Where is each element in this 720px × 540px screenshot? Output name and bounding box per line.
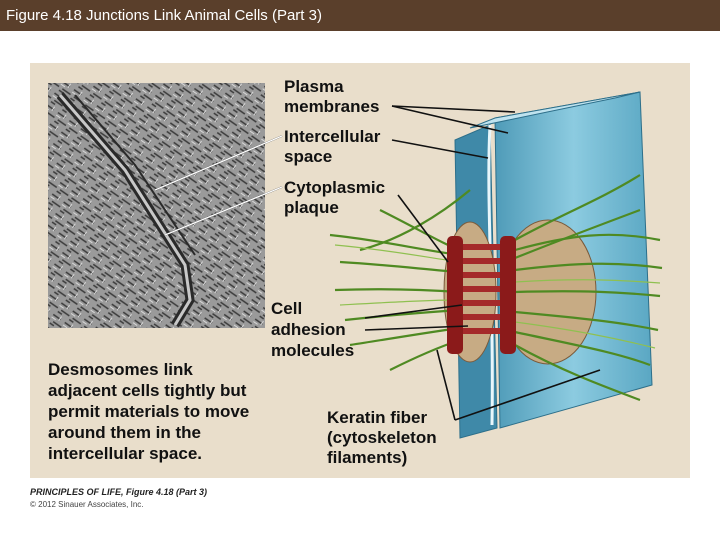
leader-lines [154,105,601,421]
label-line: (cytoskeleton [327,428,437,447]
caption-line: adjacent cells tightly but [48,381,247,400]
caption: Desmosomes link adjacent cells tightly but… [48,360,249,463]
label-line: adhesion [271,320,346,339]
label-line: Plasma [284,77,344,96]
label: Plasma membranes [284,77,379,116]
caption-line: permit materials to move [48,402,249,421]
caption-line: intercellular space. [48,444,202,463]
label-line: plaque [284,198,339,217]
label: Intercellular space [284,127,381,166]
header-bar [0,0,720,31]
cell-illustration [329,91,663,439]
label-line: membranes [284,97,379,116]
label-line: Intercellular [284,127,381,146]
label: Cell adhesion molecules [271,299,354,360]
label-line: Keratin fiber [327,408,428,427]
copyright: © 2012 Sinauer Associates, Inc. [30,500,144,509]
caption-line: around them in the [48,423,201,442]
label-line: space [284,147,332,166]
micrograph [48,83,265,328]
source: PRINCIPLES OF LIFE, Figure 4.18 (Part 3) [30,487,207,497]
label-line: molecules [271,341,354,360]
slide-title: Figure 4.18 Junctions Link Animal Cells … [6,7,322,24]
label-line: Cytoplasmic [284,178,385,197]
label: Cytoplasmic plaque [284,178,385,217]
label-line: Cell [271,299,302,318]
label-line: filaments) [327,448,407,467]
caption-term: Desmosomes [48,360,159,379]
label: Keratin fiber (cytoskeleton filaments) [327,408,437,467]
caption-line: link [164,360,194,379]
